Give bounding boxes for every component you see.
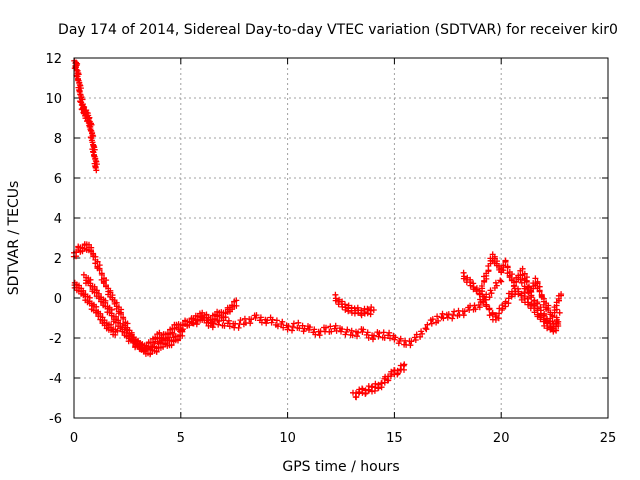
series-arc-6 — [332, 291, 377, 319]
x-tick-label: 10 — [279, 431, 296, 446]
series-markers — [71, 57, 100, 174]
chart-title: Day 174 of 2014, Sidereal Day-to-day VTE… — [58, 22, 618, 38]
y-tick-label: 8 — [54, 132, 62, 147]
series-arc-3 — [71, 279, 121, 338]
series-arc-4 — [80, 271, 186, 358]
y-tick-label: 2 — [54, 252, 62, 267]
x-tick-label: 20 — [493, 431, 510, 446]
x-tick-label: 25 — [600, 431, 617, 446]
y-tick-label: -4 — [49, 372, 62, 387]
tick-labels: 0 5 10 15 20 25 -6 -4 -2 0 2 4 6 8 10 12 — [45, 52, 616, 446]
y-tick-label: 0 — [54, 292, 62, 307]
series-arc-1 — [71, 57, 100, 174]
series-markers — [332, 291, 377, 319]
y-tick-label: 4 — [54, 212, 62, 227]
grid — [74, 58, 608, 418]
y-axis-label: SDTVAR / TECUs — [6, 181, 22, 296]
series-arc-10 — [518, 279, 562, 334]
data-series — [70, 57, 565, 401]
series-markers — [518, 279, 562, 334]
y-tick-label: -6 — [49, 412, 62, 427]
x-tick-label: 15 — [386, 431, 403, 446]
series-arc-5 — [188, 277, 505, 349]
y-tick-label: 10 — [45, 92, 62, 107]
x-tick-label: 0 — [70, 431, 78, 446]
series-markers — [80, 271, 186, 358]
series-markers — [71, 279, 121, 338]
series-markers — [188, 277, 505, 349]
y-tick-label: 6 — [54, 172, 62, 187]
x-tick-label: 5 — [177, 431, 185, 446]
series-markers — [350, 361, 408, 401]
x-axis-label: GPS time / hours — [282, 459, 399, 475]
axis-ticks — [73, 57, 609, 419]
series-arc-7 — [350, 361, 408, 401]
plot-frame — [73, 57, 609, 419]
y-tick-label: 12 — [45, 52, 62, 67]
y-tick-label: -2 — [49, 332, 62, 347]
